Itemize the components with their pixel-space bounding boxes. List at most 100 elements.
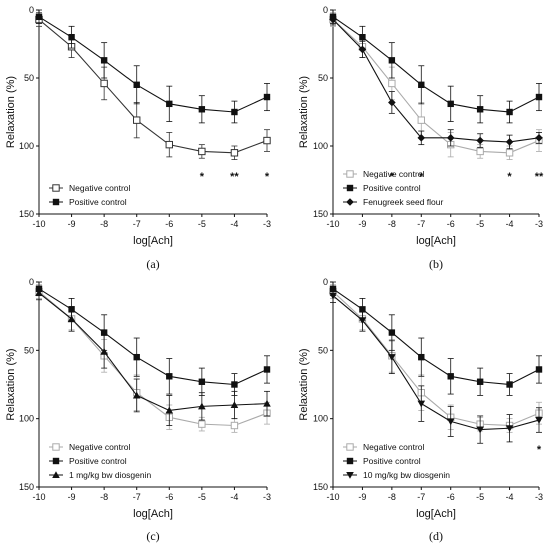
data-point [505,425,514,433]
data-point [446,134,455,142]
x-tick-label: -3 [263,219,271,229]
legend-label: Positive control [363,183,421,193]
legend-marker [52,184,60,192]
panel-label: (b) [429,257,443,271]
x-tick-label: -6 [165,219,173,229]
series-line [38,19,268,154]
data-point [133,353,140,361]
x-tick-label: -7 [417,219,425,229]
data-point [132,391,141,399]
series-2 [329,281,543,396]
legend-label: Negative control [69,442,131,452]
data-point [418,81,425,88]
legend-label: Positive control [69,197,127,207]
x-tick-label: -6 [447,492,455,502]
y-axis-title: Relaxation (%) [5,76,17,148]
y-tick-label: 0 [29,5,34,15]
data-point [388,79,396,88]
series-3 [35,285,271,426]
y-axis-title: Relaxation (%) [5,348,17,420]
x-tick-label: -8 [388,492,396,502]
data-point [198,402,206,410]
data-point [535,134,543,142]
legend-label: 10 mg/kg bw diosgenin [363,470,450,480]
legend-marker [52,471,60,479]
x-tick-label: -10 [326,492,339,502]
y-tick-label: 0 [323,5,328,15]
x-tick-label: -10 [32,492,45,502]
data-point [263,136,271,145]
legend: Negative control Positive control 10 mg/kg… [343,442,450,480]
data-point [476,426,484,434]
data-point [100,329,108,336]
data-point [358,45,367,54]
data-point [198,378,206,385]
data-point [263,366,271,373]
data-point [388,98,396,107]
y-tick-label: 100 [313,414,328,424]
data-point [100,79,108,88]
data-point [535,93,543,101]
x-tick-label: -8 [100,219,108,229]
data-point [506,108,513,116]
data-point [100,57,108,64]
chart-panel-3: 0 50 100 150-10 -9 -8 -7 -6 -5 -4 -3 log[Ach] Relaxa… [5,277,271,543]
data-point [505,138,514,146]
y-axis-title: Relaxation (%) [298,348,310,420]
x-tick-label: -7 [417,492,425,502]
series-2 [35,9,271,124]
legend-marker [346,443,354,451]
data-point [68,34,75,41]
x-tick-label: -7 [133,219,141,229]
series-2 [329,9,543,124]
legend-label: Positive control [363,456,421,466]
significance-mark: ** [230,171,239,183]
x-tick-label: -9 [358,492,366,502]
y-tick-label: 50 [24,345,34,355]
x-tick-label: -9 [68,219,76,229]
series-2 [35,281,271,396]
significance-mark: * [265,171,270,183]
y-tick-label: 0 [29,277,34,287]
data-point [476,136,484,145]
chart-panel-4: 0 50 100 150-10 -9 -8 -7 -6 -5 -4 -3 log[Ach] Relaxa… [298,277,543,543]
series-line [332,288,540,386]
x-tick-label: -7 [133,492,141,502]
data-point [447,373,454,380]
panel-label: (a) [146,257,159,271]
y-tick-label: 150 [19,209,34,219]
legend-marker [346,471,354,479]
data-point [388,354,396,361]
x-axis-title: log[Ach] [133,508,173,520]
data-point [67,315,76,322]
chart-panel-2: 0 50 100 150-10 -9 -8 -7 -6 -5 -4 -3 log[Ach] Relaxa… [298,5,544,271]
x-tick-label: -9 [68,492,76,502]
x-tick-label: -9 [358,219,366,229]
x-tick-label: -3 [535,492,543,502]
data-point [230,401,239,409]
x-tick-label: -5 [198,219,206,229]
significance-mark: * [200,171,205,183]
data-point [535,366,543,373]
legend: Negative control Positive control 1 mg/kg … [49,442,151,480]
y-tick-label: 50 [318,345,328,355]
x-tick-label: -5 [476,492,484,502]
x-tick-label: -10 [32,219,45,229]
data-point [165,140,173,149]
data-point [231,381,238,388]
data-point [417,116,425,124]
series-line [332,295,540,431]
x-tick-label: -4 [230,219,238,229]
data-point [35,13,43,20]
data-point [418,353,425,361]
data-point [476,378,484,385]
significance-mark: * [390,171,395,183]
significance-mark: * [537,444,542,456]
y-tick-label: 150 [19,482,34,492]
significance-mark: * [419,171,424,183]
data-point [446,418,455,426]
x-tick-label: -8 [388,219,396,229]
data-point [388,329,396,336]
x-axis-title: log[Ach] [133,235,173,247]
